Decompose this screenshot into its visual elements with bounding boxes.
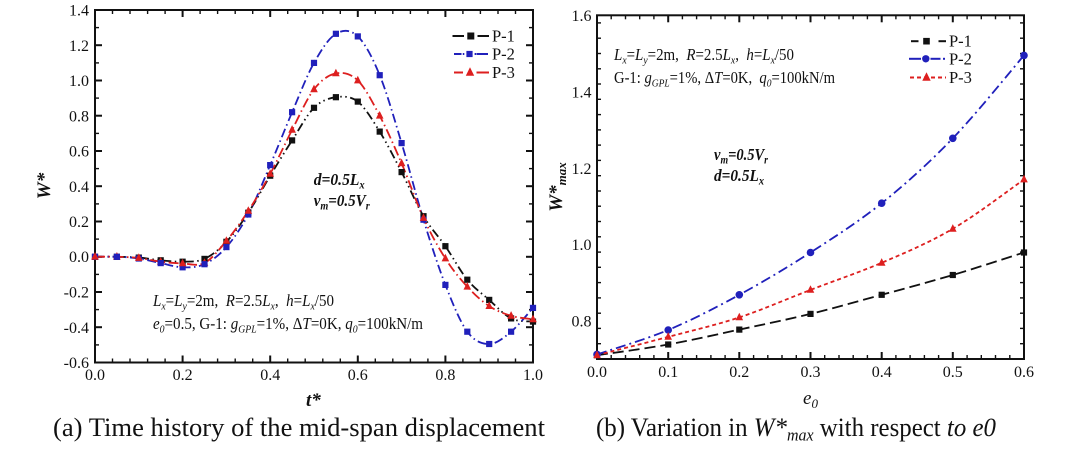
svg-text:0.5: 0.5 — [943, 364, 963, 381]
svg-text:(b) Variation in W*max with re: (b) Variation in W*max with respect to e… — [596, 412, 996, 445]
svg-text:Lx=Ly=2m, R=2.5Lx, h=Lx/50: Lx=Ly=2m, R=2.5Lx, h=Lx/50 — [613, 45, 794, 67]
svg-text:1.0: 1.0 — [69, 73, 89, 90]
svg-text:0.2: 0.2 — [729, 364, 749, 381]
svg-text:P-3: P-3 — [949, 68, 972, 87]
svg-text:1.4: 1.4 — [69, 3, 89, 20]
svg-text:0.4: 0.4 — [872, 364, 892, 381]
svg-text:-0.4: -0.4 — [64, 320, 89, 337]
svg-text:P-2: P-2 — [492, 45, 515, 64]
svg-text:vm=0.5Vr: vm=0.5Vr — [714, 145, 768, 167]
svg-text:(a) Time history of the mid-sp: (a) Time history of the mid-span displac… — [53, 412, 546, 442]
svg-text:0.6: 0.6 — [69, 144, 89, 161]
svg-text:0.1: 0.1 — [658, 364, 678, 381]
svg-text:0.3: 0.3 — [801, 364, 821, 381]
svg-text:1.6: 1.6 — [572, 8, 592, 25]
svg-text:0.6: 0.6 — [348, 367, 368, 384]
svg-text:0.8: 0.8 — [435, 367, 455, 384]
svg-text:0.2: 0.2 — [173, 367, 193, 384]
svg-text:e0=0.5, G-1: gGPL=1%, ΔT=0K, q: e0=0.5, G-1: gGPL=1%, ΔT=0K, q0=100kN/m — [153, 314, 423, 336]
svg-text:1.2: 1.2 — [572, 161, 592, 178]
svg-text:P-1: P-1 — [949, 32, 972, 51]
svg-text:W*: W* — [34, 172, 55, 199]
svg-text:G-1: gGPL=1%, ΔT=0K, q0=100kN: G-1: gGPL=1%, ΔT=0K, q0=100kN/m — [614, 68, 835, 90]
svg-text:d=0.5Lx: d=0.5Lx — [314, 170, 365, 192]
svg-text:P-1: P-1 — [492, 27, 515, 46]
svg-text:1.2: 1.2 — [69, 38, 89, 55]
svg-text:0.0: 0.0 — [85, 367, 105, 384]
svg-text:0.4: 0.4 — [69, 179, 89, 196]
svg-text:1.0: 1.0 — [523, 367, 543, 384]
svg-text:0.4: 0.4 — [260, 367, 280, 384]
svg-text:0.2: 0.2 — [69, 214, 89, 231]
svg-text:d=0.5Lx: d=0.5Lx — [714, 166, 764, 188]
svg-text:0.6: 0.6 — [1014, 364, 1034, 381]
svg-text:t*: t* — [306, 390, 321, 411]
svg-text:-0.6: -0.6 — [64, 355, 89, 372]
svg-text:-0.2: -0.2 — [64, 285, 89, 302]
svg-text:P-3: P-3 — [492, 63, 515, 82]
svg-text:0.0: 0.0 — [587, 364, 607, 381]
svg-text:0.8: 0.8 — [69, 108, 89, 125]
svg-text:Lx=Ly=2m, R=2.5Lx, h=Lx/50: Lx=Ly=2m, R=2.5Lx, h=Lx/50 — [152, 291, 334, 313]
svg-text:0.0: 0.0 — [69, 249, 89, 266]
svg-text:1.4: 1.4 — [572, 84, 592, 101]
svg-text:P-2: P-2 — [949, 49, 972, 68]
svg-text:0.8: 0.8 — [572, 314, 592, 331]
svg-text:1.0: 1.0 — [572, 237, 592, 254]
svg-text:vm=0.5Vr: vm=0.5Vr — [314, 191, 370, 213]
